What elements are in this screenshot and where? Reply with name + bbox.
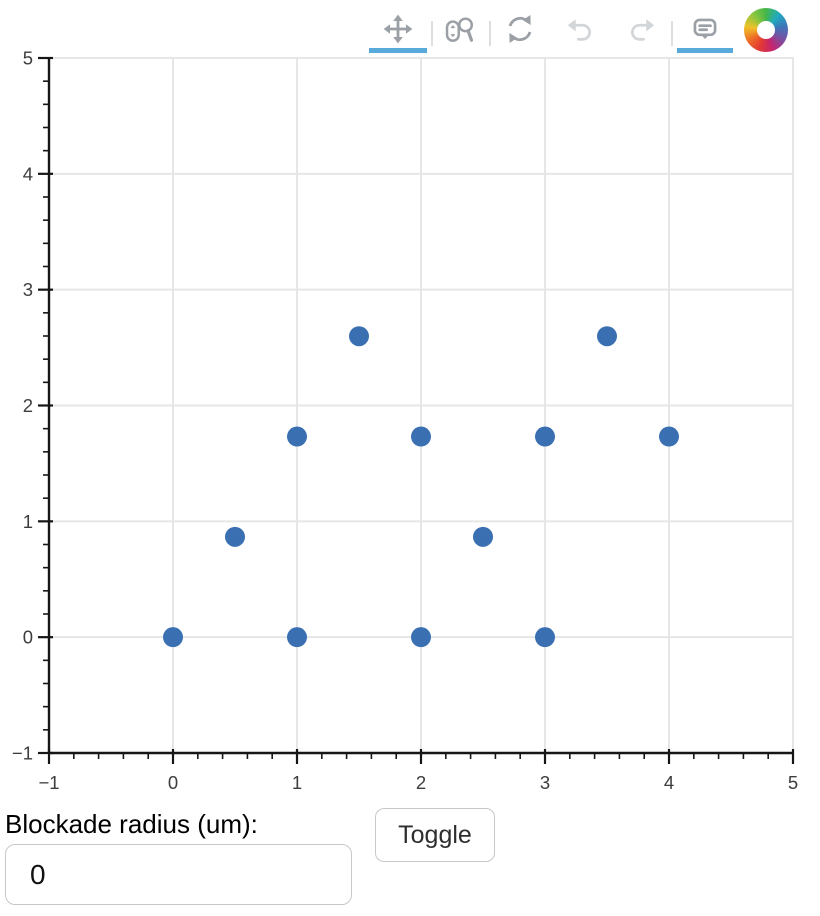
hover-icon [693,18,717,39]
scatter-point[interactable] [349,326,369,347]
scatter-point[interactable] [473,526,493,547]
bokeh-logo[interactable] [744,8,788,52]
undo-icon [567,19,592,41]
x-tick-label: 2 [416,772,426,793]
y-tick-label: 4 [23,163,33,184]
y-tick-label: −1 [12,743,33,764]
undo-tool-button[interactable] [552,6,608,52]
reset-icon [508,14,532,44]
scatter-point[interactable] [163,627,183,648]
x-tick-label: 1 [292,772,302,793]
toolbar-separator [671,21,673,46]
scatter-point[interactable] [225,526,245,547]
toolbar-separator [489,21,491,46]
blockade-radius-label: Blockade radius (um): [5,809,258,839]
scatter-point[interactable] [287,627,307,648]
y-tick-label: 2 [23,395,33,416]
pan-tool-button[interactable] [368,6,428,53]
scatter-plot-canvas[interactable]: −1 0 1 2 3 4 5 −1 0 1 2 3 4 5 [0,0,820,800]
y-tick-label: 0 [23,627,33,648]
scatter-point[interactable] [535,627,555,648]
y-tick-label: 5 [23,48,33,69]
x-tick-label: 4 [664,772,674,793]
plot-toolbar [0,6,820,56]
pan-icon [383,14,413,44]
reset-tool-button[interactable] [492,6,548,52]
toolbar-separator [431,21,433,46]
wheel-zoom-tool-button[interactable] [432,6,488,52]
toggle-button[interactable]: Toggle [375,808,495,862]
x-tick-label: 0 [168,772,178,793]
scatter-point[interactable] [411,627,431,648]
scatter-point[interactable] [535,426,555,447]
x-tick-label: 3 [540,772,550,793]
wheel-zoom-icon [445,17,474,42]
x-tick-label: 5 [788,772,798,793]
y-tick-label: 3 [23,279,33,300]
blockade-radius-input[interactable] [5,844,352,905]
scatter-point[interactable] [287,426,307,447]
redo-tool-button[interactable] [614,6,670,52]
scatter-point[interactable] [659,426,679,447]
scatter-point[interactable] [597,326,617,347]
scatter-point[interactable] [411,426,431,447]
redo-icon [630,19,655,41]
y-tick-label: 1 [23,511,33,532]
hover-tool-button[interactable] [676,6,734,53]
x-tick-label: −1 [38,772,59,793]
